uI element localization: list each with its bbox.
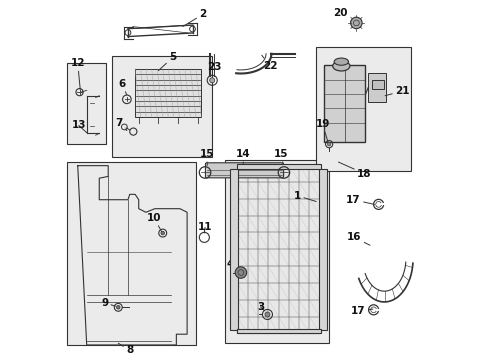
Bar <box>112 56 211 157</box>
Text: 9: 9 <box>101 298 115 308</box>
Circle shape <box>209 78 214 83</box>
Text: 22: 22 <box>261 55 277 71</box>
Bar <box>367 73 386 102</box>
Text: 12: 12 <box>70 58 85 90</box>
Text: 3: 3 <box>257 302 264 312</box>
Text: 16: 16 <box>346 232 369 245</box>
Circle shape <box>326 142 330 146</box>
Bar <box>236 329 320 333</box>
Text: 15: 15 <box>199 149 214 166</box>
Text: 4: 4 <box>226 259 236 272</box>
Text: 21: 21 <box>384 86 409 96</box>
Text: 1: 1 <box>293 191 316 202</box>
Text: 8: 8 <box>118 343 133 355</box>
Text: 23: 23 <box>206 62 221 75</box>
Text: 15: 15 <box>274 149 288 166</box>
Text: 7: 7 <box>115 118 126 131</box>
Ellipse shape <box>333 58 348 65</box>
Bar <box>237 165 319 333</box>
Bar <box>67 63 105 144</box>
Bar <box>324 65 365 142</box>
Circle shape <box>161 231 164 235</box>
Text: 17: 17 <box>350 306 372 316</box>
Text: 17: 17 <box>346 195 373 205</box>
Text: 11: 11 <box>198 222 212 233</box>
Bar <box>224 160 328 343</box>
Bar <box>316 47 410 171</box>
Bar <box>319 168 326 330</box>
Text: 13: 13 <box>71 121 86 133</box>
Circle shape <box>235 267 246 278</box>
Bar <box>230 168 238 330</box>
Circle shape <box>264 312 269 317</box>
Bar <box>67 162 196 345</box>
Text: 2: 2 <box>183 9 206 27</box>
Ellipse shape <box>332 61 349 71</box>
Text: 19: 19 <box>315 120 329 143</box>
Bar <box>135 69 201 117</box>
Bar <box>236 164 320 169</box>
Text: 20: 20 <box>333 8 351 22</box>
FancyBboxPatch shape <box>205 163 283 178</box>
Text: 10: 10 <box>146 213 162 232</box>
Bar <box>371 80 384 89</box>
Text: 14: 14 <box>235 149 249 166</box>
Text: 5: 5 <box>158 52 176 71</box>
Circle shape <box>116 306 120 309</box>
Text: 6: 6 <box>118 79 126 95</box>
Circle shape <box>350 17 362 29</box>
Text: 18: 18 <box>338 162 371 179</box>
